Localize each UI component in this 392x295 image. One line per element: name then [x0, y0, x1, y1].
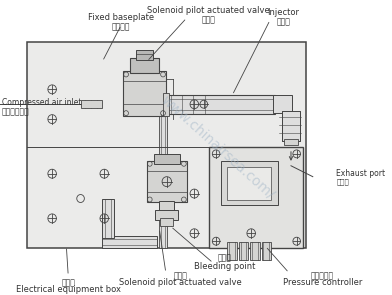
Bar [239, 242, 248, 260]
Bar [221, 161, 278, 205]
Text: 压力控制器: 压力控制器 [311, 271, 334, 281]
Text: 固定底板: 固定底板 [112, 22, 131, 31]
Text: 电器盒: 电器盒 [61, 278, 75, 287]
Bar [147, 161, 187, 202]
Text: Compressed air inlet: Compressed air inlet [2, 98, 82, 107]
Bar [159, 201, 174, 212]
Text: Injector: Injector [267, 8, 299, 17]
Bar [154, 154, 180, 164]
Bar [250, 242, 260, 260]
Text: 电磁阀: 电磁阀 [173, 271, 187, 281]
Bar [209, 147, 303, 248]
Bar [283, 111, 299, 141]
Bar [227, 167, 271, 199]
Bar [130, 58, 159, 73]
Text: Solenoid pilot actuated valve: Solenoid pilot actuated valve [147, 6, 270, 15]
Text: Fixed baseplate: Fixed baseplate [88, 13, 154, 22]
Bar [163, 93, 169, 116]
Bar [102, 236, 157, 248]
Bar [102, 199, 114, 238]
Bar [81, 100, 102, 108]
Text: Exhaust port: Exhaust port [336, 169, 386, 178]
Bar [27, 42, 306, 248]
Text: 抖气孔: 抖气孔 [218, 254, 232, 263]
Text: Pressure controller: Pressure controller [283, 278, 362, 287]
Bar [160, 218, 173, 226]
Bar [273, 95, 292, 113]
Text: Electrical equipment box: Electrical equipment box [16, 285, 121, 294]
Text: Bleeding point: Bleeding point [194, 261, 255, 271]
Text: Solenoid pilot actuated valve: Solenoid pilot actuated valve [119, 278, 241, 287]
Text: www.chinairsea.com/: www.chinairsea.com/ [158, 92, 278, 201]
Bar [166, 95, 275, 114]
Text: 压缩空气入口: 压缩空气入口 [2, 107, 30, 116]
Text: 喷射器: 喷射器 [276, 17, 290, 26]
Text: 电磁阀: 电磁阀 [201, 15, 216, 24]
Bar [159, 114, 167, 248]
Bar [123, 71, 166, 116]
Bar [156, 210, 178, 220]
Bar [261, 242, 271, 260]
Bar [136, 50, 152, 60]
Bar [227, 242, 237, 260]
Bar [284, 139, 298, 145]
Text: 排气孔: 排气孔 [336, 178, 349, 185]
